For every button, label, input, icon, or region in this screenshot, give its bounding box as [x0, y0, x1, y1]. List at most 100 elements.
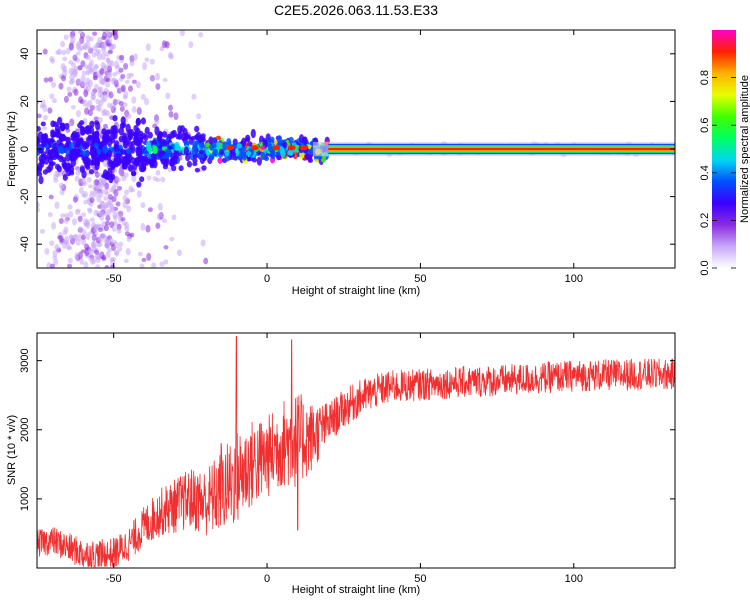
spectrogram-speckle — [165, 92, 171, 100]
spectrogram-blob — [208, 136, 214, 145]
spectrogram-blob — [212, 148, 218, 157]
colorbar: 0.0 0.2 0.4 0.6 0.8 Normalized spectral ampl… — [699, 30, 750, 276]
spectrogram-speckle — [68, 234, 74, 240]
spectrogram-speckle — [102, 91, 108, 96]
figure-title: C2E5.2026.063.11.53.E33 — [274, 2, 438, 18]
spectrogram-blob — [135, 127, 141, 136]
spectrogram-speckle — [64, 212, 70, 219]
spectrogram-speckle — [109, 60, 115, 67]
spectrogram-blob — [174, 143, 180, 151]
spectrogram-speckle — [83, 89, 89, 98]
spectrogram-blob — [41, 153, 47, 160]
spectrogram-speckle — [87, 207, 93, 212]
spectrogram-speckle — [97, 116, 103, 124]
spectrogram-speckle — [71, 67, 77, 76]
spectrogram-speckle — [104, 224, 109, 232]
spectrogram-speckle — [88, 256, 94, 262]
snr-x-tick-label: -50 — [106, 573, 122, 585]
snr-x-label: Height of straight line (km) — [292, 584, 420, 596]
spectrogram-speckle — [49, 93, 55, 100]
spectrogram-blob — [84, 125, 90, 134]
spectrogram-speckle — [42, 126, 48, 131]
spectrogram-blob — [130, 140, 136, 146]
spectrogram-speckle — [100, 52, 106, 61]
spectrogram-speckle — [88, 79, 93, 88]
spectrogram-speckle — [146, 175, 152, 181]
spectrogram-speckle — [87, 99, 93, 106]
spectrogram-speckle — [88, 68, 94, 75]
spectrogram-blob — [88, 159, 94, 166]
spectrogram-speckle — [122, 194, 128, 202]
spectrogram-speckle — [70, 104, 76, 110]
spectrogram-speckle — [105, 215, 111, 222]
spectrogram-speckle — [43, 77, 49, 83]
spectrogram-speckle — [144, 97, 149, 106]
spectrogram-speckle — [70, 78, 75, 84]
spectrogram-speckle — [112, 239, 117, 245]
spectrogram-blob — [165, 148, 171, 154]
spectrogram-speckle — [113, 32, 119, 40]
spectrogram-blob — [140, 117, 146, 125]
spectrogram-speckle — [111, 184, 117, 190]
spectrogram-speckle — [63, 95, 69, 103]
spectrogram-speckle — [92, 45, 98, 51]
spectrogram-speckle — [109, 102, 115, 111]
spectrogram-x-tick-label: 50 — [414, 273, 426, 285]
spectrogram-speckle — [107, 65, 113, 73]
spectrogram-blob — [93, 142, 99, 149]
spectrogram-blob — [88, 169, 95, 175]
snr-panel: -50 0 50 100 1000 2000 3000 Height of straigh… — [6, 332, 676, 596]
spectrogram-speckle — [111, 226, 117, 232]
spectrogram-x-ticks: -50 0 50 100 — [106, 30, 583, 285]
spectrogram-speckle — [84, 243, 90, 251]
spectrogram-blob — [152, 145, 158, 155]
spectrogram-blob — [147, 131, 153, 139]
spectrogram-speckle — [107, 49, 113, 54]
spectrogram-speckle — [111, 257, 117, 262]
spectrogram-speckle — [58, 182, 64, 190]
spectrogram-speckle — [85, 232, 91, 241]
spectrogram-blob — [241, 151, 248, 161]
spectrogram-speckle — [85, 219, 91, 225]
spectrogram-speckle — [155, 222, 161, 229]
spectrogram-speckle — [80, 81, 86, 86]
spectrogram-speckle — [85, 168, 91, 176]
spectrogram-speckle — [80, 249, 86, 254]
spectrogram-speckle — [200, 239, 206, 247]
spectrogram-speckle — [67, 204, 73, 210]
spectrogram-speckle — [72, 196, 78, 203]
spectrogram-speckle — [105, 77, 111, 83]
spectrogram-blob — [145, 140, 152, 150]
spectrogram-speckle — [113, 250, 119, 256]
spectrogram-speckle — [105, 81, 111, 88]
spectrogram-blob — [191, 145, 197, 155]
snr-y-ticks: 1000 2000 3000 — [19, 348, 675, 511]
spectrogram-blob — [107, 137, 113, 148]
spectrogram-speckle — [71, 30, 77, 34]
spectrogram-blob — [57, 117, 63, 126]
spectrogram-speckle — [125, 248, 131, 256]
spectrogram-speckle — [77, 215, 83, 223]
spectrogram-speckle — [57, 235, 63, 240]
spectrogram-speckle — [83, 64, 89, 69]
spectrogram-speckle — [81, 193, 87, 198]
spectrogram-speckle — [116, 177, 121, 182]
spectrogram-blob — [144, 126, 150, 135]
spectrogram-blob — [56, 165, 62, 173]
snr-y-tick-label: 3000 — [19, 348, 31, 372]
spectrogram-speckle — [68, 60, 74, 65]
spectrogram-y-label: Frequency (Hz) — [6, 111, 18, 187]
spectrogram-speckle — [47, 107, 53, 114]
spectrogram-speckle — [82, 181, 88, 186]
spectrogram-speckle — [94, 83, 99, 90]
spectrogram-speckle — [155, 177, 161, 183]
spectrogram-speckle — [93, 64, 99, 70]
spectrogram-blob — [103, 152, 109, 160]
spectrogram-blob — [170, 130, 176, 139]
spectrogram-speckle — [74, 252, 80, 261]
spectrogram-speckle — [117, 246, 123, 252]
spectrogram-blob — [136, 152, 142, 158]
spectrogram-blob — [112, 115, 118, 122]
spectrogram-speckle — [101, 31, 107, 40]
spectrogram-speckle — [91, 233, 97, 242]
